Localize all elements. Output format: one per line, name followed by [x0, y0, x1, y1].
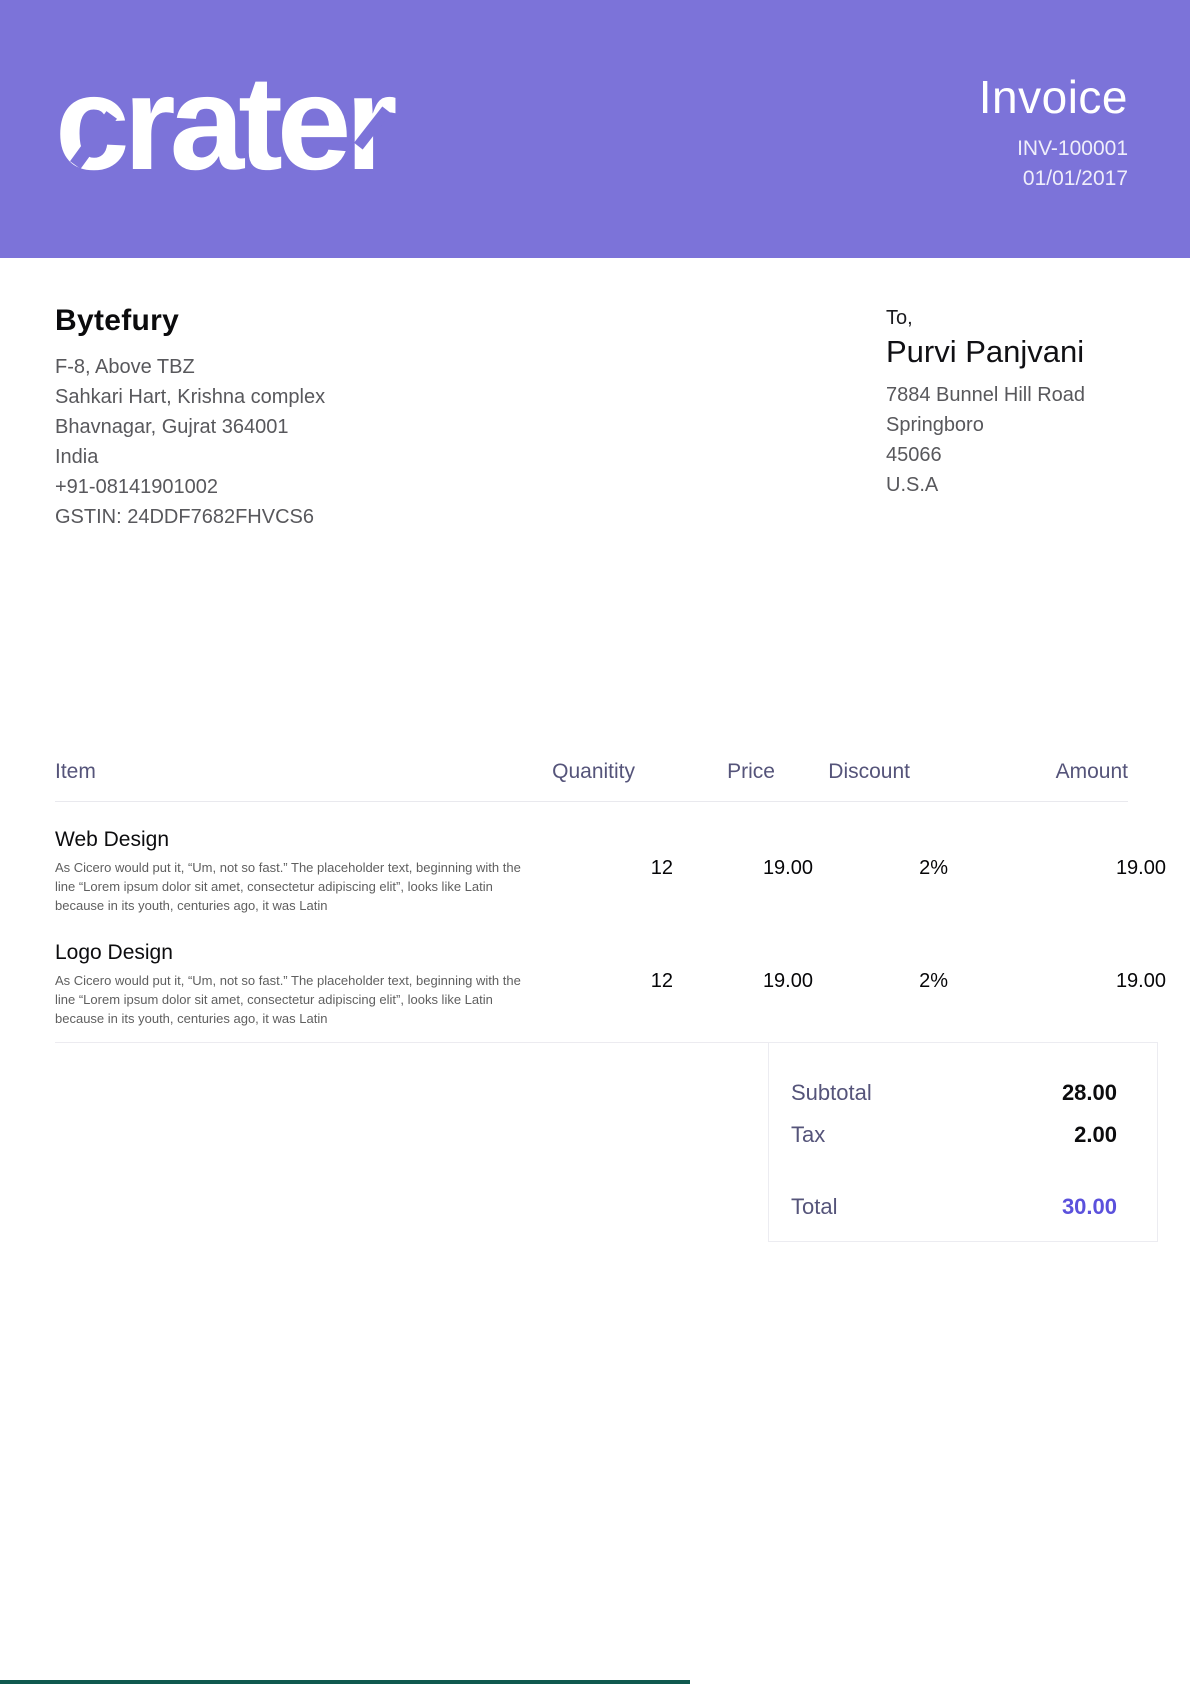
item-price: 19.00 [762, 857, 813, 879]
invoice-header: crater Invoice INV-100001 01/01/2017 [0, 0, 1190, 258]
seller-address-line: Bhavnagar, Gujrat 364001 [55, 416, 289, 438]
item-quantity: 12 [650, 857, 673, 879]
total-row: Total 30.00 [791, 1193, 1117, 1221]
item-cell: Logo Design As Cicero would put it, “Um,… [55, 939, 523, 1028]
total-label: Total [791, 1194, 838, 1219]
column-header-amount: Amount [1055, 760, 1128, 783]
column-header-item: Item [55, 760, 96, 783]
subtotal-row: Subtotal 28.00 [791, 1079, 1117, 1107]
seller-address-line: F-8, Above TBZ [55, 356, 195, 378]
seller-address-line: India [55, 446, 99, 468]
seller-phone: +91-08141901002 [55, 476, 218, 498]
buyer-address-line: 45066 [886, 444, 942, 466]
totals-box: Subtotal 28.00 Tax 2.00 Total 30.00 [768, 1042, 1158, 1242]
table-bottom-divider [55, 1042, 1158, 1043]
table-row: Logo Design As Cicero would put it, “Um,… [55, 915, 1166, 1028]
buyer-address-line: 7884 Bunnel Hill Road [886, 384, 1086, 406]
subtotal-value: 28.00 [1061, 1080, 1117, 1105]
buyer-address-line: Springboro [886, 414, 984, 436]
items-table: Item Quanitity Price Discount Amount Web… [0, 759, 1190, 1242]
tax-label: Tax [791, 1122, 826, 1147]
buyer-address-line: U.S.A [886, 474, 939, 496]
item-discount: 2% [919, 857, 948, 879]
item-amount: 19.00 [1115, 857, 1166, 879]
invoice-title: Invoice [978, 71, 1128, 123]
tax-row: Tax 2.00 [791, 1121, 1117, 1149]
tax-value: 2.00 [1074, 1122, 1117, 1147]
seller-gstin: GSTIN: 24DDF7682FHVCS6 [55, 506, 314, 528]
total-value: 30.00 [1061, 1194, 1117, 1219]
item-discount: 2% [919, 970, 948, 992]
bottom-edge-bar [0, 1680, 690, 1684]
seller-address-line: Sahkari Hart, Krishna complex [55, 386, 326, 408]
invoice-header-meta: Invoice INV-100001 01/01/2017 [979, 64, 1128, 194]
invoice-date: 01/01/2017 [1022, 167, 1128, 190]
buyer-block: To, Purvi Panjvani 7884 Bunnel Hill Road… [886, 304, 1128, 532]
invoice-number: INV-100001 [1017, 137, 1128, 160]
items-table-header: Item Quanitity Price Discount Amount [55, 759, 1128, 802]
item-description: As Cicero would put it, “Um, not so fast… [55, 973, 521, 1026]
item-description: As Cicero would put it, “Um, not so fast… [55, 860, 521, 913]
subtotal-label: Subtotal [791, 1080, 872, 1105]
column-header-discount: Discount [828, 760, 910, 783]
item-quantity: 12 [650, 970, 673, 992]
item-price: 19.00 [762, 970, 813, 992]
column-header-quantity: Quanitity [552, 760, 635, 783]
crater-logo: crater [55, 57, 397, 201]
column-header-price: Price [727, 760, 775, 783]
seller-name: Bytefury [55, 304, 180, 337]
item-amount: 19.00 [1115, 970, 1166, 992]
item-name: Web Design [55, 828, 170, 851]
buyer-name: Purvi Panjvani [886, 334, 1085, 369]
address-section: Bytefury F-8, Above TBZ Sahkari Hart, Kr… [0, 258, 1190, 532]
item-cell: Web Design As Cicero would put it, “Um, … [55, 826, 523, 915]
item-name: Logo Design [55, 941, 173, 964]
table-row: Web Design As Cicero would put it, “Um, … [55, 802, 1166, 915]
seller-block: Bytefury F-8, Above TBZ Sahkari Hart, Kr… [55, 304, 325, 532]
buyer-label: To, [886, 307, 913, 329]
